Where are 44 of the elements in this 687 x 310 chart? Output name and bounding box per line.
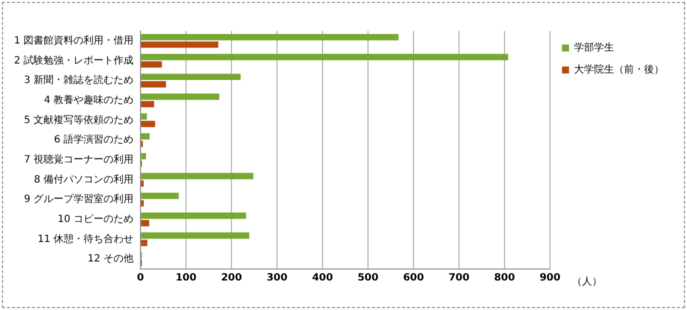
bar	[141, 81, 166, 88]
bar	[141, 74, 241, 80]
y-tick-label: 3 新聞・雑誌を読むため	[24, 74, 134, 86]
bar	[141, 61, 162, 68]
x-axis-title: （人）	[572, 276, 602, 288]
bar	[141, 220, 150, 226]
bar	[141, 113, 147, 120]
bar	[141, 212, 246, 219]
legend-label: 大学院生（前・後）	[574, 64, 664, 76]
x-tick-label: 400	[312, 272, 333, 284]
x-tick-label: 800	[494, 272, 515, 284]
bar	[141, 133, 150, 140]
y-tick-label: 11 休憩・待ち合わせ	[38, 232, 134, 245]
bar	[141, 232, 250, 239]
x-tick-label: 300	[266, 272, 288, 284]
bar	[141, 192, 179, 200]
x-tick-label: 0	[137, 272, 144, 284]
y-tick-label: 6 語学演習のため	[54, 134, 134, 146]
x-tick-label: 200	[221, 272, 242, 284]
y-tick-label: 10 コピーのため	[58, 214, 134, 226]
legend-label: 学部学生	[574, 42, 614, 54]
y-tick-label: 7 視聴覚コーナーの利用	[24, 154, 134, 166]
bar	[141, 94, 220, 100]
x-tick-label: 600	[403, 272, 424, 284]
bar	[141, 200, 144, 206]
y-tick-label: 8 備付パソコンの利用	[34, 173, 134, 186]
y-tick-label: 1 図書館資料の利用・借用	[14, 34, 134, 47]
y-tick-label: 2 試験勉強・レポート作成	[14, 54, 134, 66]
x-tick-label: 900	[540, 272, 560, 284]
x-tick-label: 500	[358, 272, 378, 284]
y-tick-label: 12 その他	[88, 252, 134, 265]
bar	[141, 41, 218, 48]
bar	[141, 120, 156, 128]
bar	[141, 153, 146, 160]
bar	[141, 100, 154, 108]
bar	[141, 54, 508, 60]
y-tick-label: 9 グループ学習室の利用	[24, 193, 134, 206]
y-tick-label: 4 教養や趣味のため	[44, 94, 134, 106]
y-tick-label: 5 文献複写等依頼のため	[24, 114, 134, 126]
x-tick-label: 700	[448, 272, 470, 284]
bar	[141, 172, 254, 180]
bar	[141, 240, 148, 246]
bar	[141, 34, 398, 40]
x-tick-label: 100	[176, 272, 197, 284]
